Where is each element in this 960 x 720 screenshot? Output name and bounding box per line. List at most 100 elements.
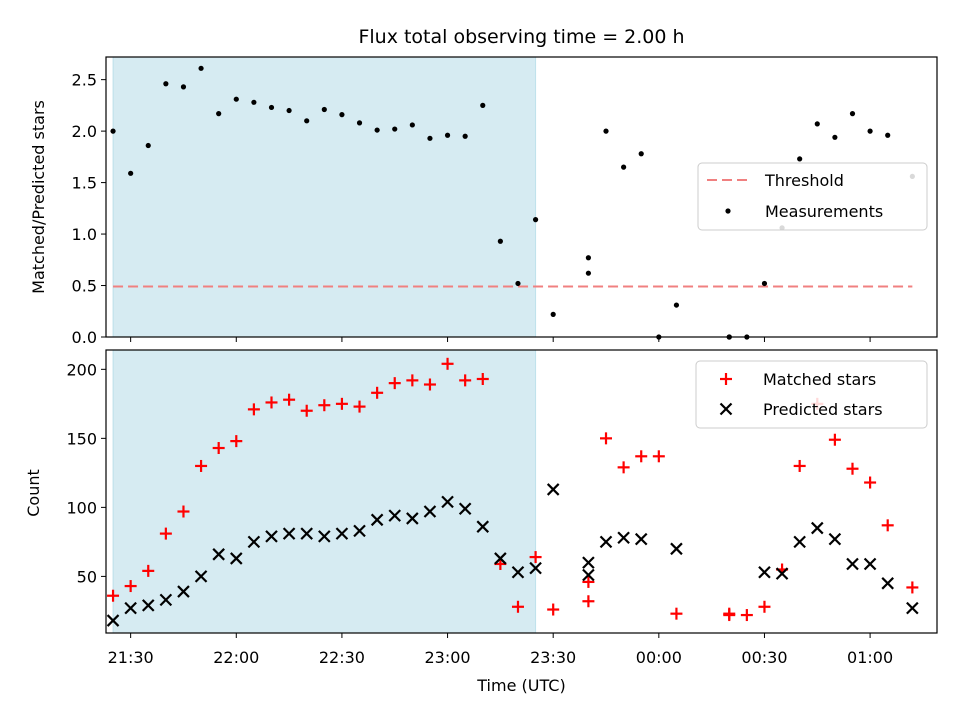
predicted-star-point	[300, 527, 313, 540]
matched-star-point	[300, 404, 313, 417]
x-tick-label: 23:00	[425, 648, 471, 667]
matched-star-point	[406, 374, 419, 387]
predicted-star-point	[124, 601, 137, 615]
predicted-star-point	[388, 509, 402, 522]
predicted-star-point	[617, 531, 630, 545]
matched-star-point	[124, 580, 137, 593]
matched-star-point	[600, 432, 613, 445]
x-tick-label: 00:00	[636, 648, 682, 667]
predicted-star-point	[582, 568, 595, 582]
bottom-y-axis-ticks: 50 100 150 200	[66, 360, 106, 586]
matched-star-point	[423, 378, 436, 391]
matched-star-point	[388, 377, 401, 390]
matched-star-point	[906, 581, 919, 594]
legend-measurements-swatch	[725, 208, 731, 214]
measurement-point	[374, 127, 380, 133]
observing-window-shade	[112, 349, 537, 634]
measurement-point	[638, 151, 644, 157]
bottom-legend-box	[695, 360, 928, 429]
predicted-star-point	[846, 557, 859, 571]
predicted-star-point	[476, 520, 490, 533]
predicted-star-point	[230, 552, 243, 565]
measurement-point	[427, 135, 433, 141]
measurement-point	[480, 102, 486, 108]
predicted-star-point	[141, 599, 155, 612]
predicted-star-point	[370, 513, 384, 527]
predicted-star-point	[906, 601, 919, 615]
x-tick-label: 22:30	[319, 648, 365, 667]
y-tick-label: 0.0	[72, 328, 97, 347]
matched-star-point	[353, 400, 366, 413]
matched-star-point	[212, 442, 225, 455]
matched-star-point	[582, 595, 595, 608]
measurement-point	[462, 133, 468, 139]
y-tick-label: 1.5	[72, 174, 97, 193]
legend-x-marker	[719, 402, 733, 416]
matched-star-point	[177, 505, 190, 518]
predicted-star-point	[318, 530, 331, 543]
matched-star-point	[864, 476, 877, 489]
measurement-point	[163, 81, 169, 87]
predicted-star-point	[828, 532, 842, 546]
y-tick-label: 100	[66, 498, 97, 517]
matched-star-point	[793, 459, 806, 472]
predicted-star-point	[247, 535, 261, 549]
bottom-y-axis-label: Count	[24, 469, 43, 517]
matched-star-point	[582, 575, 595, 588]
matched-star-point	[247, 403, 260, 416]
matched-star-point	[335, 397, 348, 410]
measurement-point	[885, 132, 891, 138]
predicted-star-point	[406, 512, 419, 525]
measurement-point	[585, 255, 592, 261]
measurement-point	[128, 170, 134, 176]
bottom-x-axis-ticks: 21:30 22:00 22:30 23:00 23:30 00:00 00:30 01:00	[108, 633, 893, 667]
predicted-star-point	[177, 585, 190, 598]
predicted-star-point	[494, 552, 507, 565]
measurement-point	[814, 121, 820, 127]
matched-star-point	[511, 600, 524, 613]
x-tick-label: 00:30	[741, 648, 787, 667]
legend-plus-marker	[720, 373, 732, 385]
predicted-star-point	[775, 567, 789, 580]
predicted-star-point	[670, 542, 683, 556]
predicted-star-point	[863, 557, 877, 571]
x-axis-label: Time (UTC)	[476, 676, 565, 695]
matched-star-point	[881, 519, 894, 532]
measurement-point	[110, 128, 116, 134]
measurement-point	[198, 65, 204, 71]
predicted-star-point	[441, 495, 454, 509]
top-x-axis-ticks	[130, 337, 871, 342]
predicted-stars-series	[106, 483, 919, 627]
legend-measurements-label: Measurements	[765, 202, 883, 221]
measurement-point	[797, 156, 803, 162]
y-tick-label: 50	[77, 567, 97, 586]
measurement-point	[603, 128, 609, 134]
measurement-point	[339, 112, 345, 118]
matched-star-point	[670, 607, 683, 620]
measurement-point	[585, 270, 592, 276]
chart-title: Flux total observing time = 2.00 h	[358, 26, 684, 48]
top-plot-frame	[105, 56, 938, 338]
top-legend: Threshold Measurements	[697, 162, 928, 231]
matched-star-point	[476, 372, 489, 385]
measurement-point	[849, 111, 856, 117]
measurement-point	[497, 238, 503, 244]
measurement-point	[304, 118, 310, 124]
x-tick-label: 01:00	[847, 648, 893, 667]
predicted-star-point	[265, 530, 278, 543]
legend-matched-swatch	[720, 373, 732, 385]
predicted-star-point	[634, 532, 648, 546]
matched-star-point	[441, 357, 454, 370]
measurement-point	[867, 128, 873, 134]
x-tick-label: 23:30	[530, 648, 576, 667]
measurement-point	[392, 126, 398, 132]
x-tick-label: 21:30	[108, 648, 154, 667]
measurement-point	[673, 302, 680, 308]
measurement-point	[621, 164, 627, 170]
predicted-star-point	[811, 521, 824, 535]
predicted-star-point	[106, 614, 120, 627]
bottom-legend: Matched stars Predicted stars	[695, 360, 928, 429]
measurement-point	[761, 280, 768, 287]
matched-star-point	[142, 564, 155, 577]
